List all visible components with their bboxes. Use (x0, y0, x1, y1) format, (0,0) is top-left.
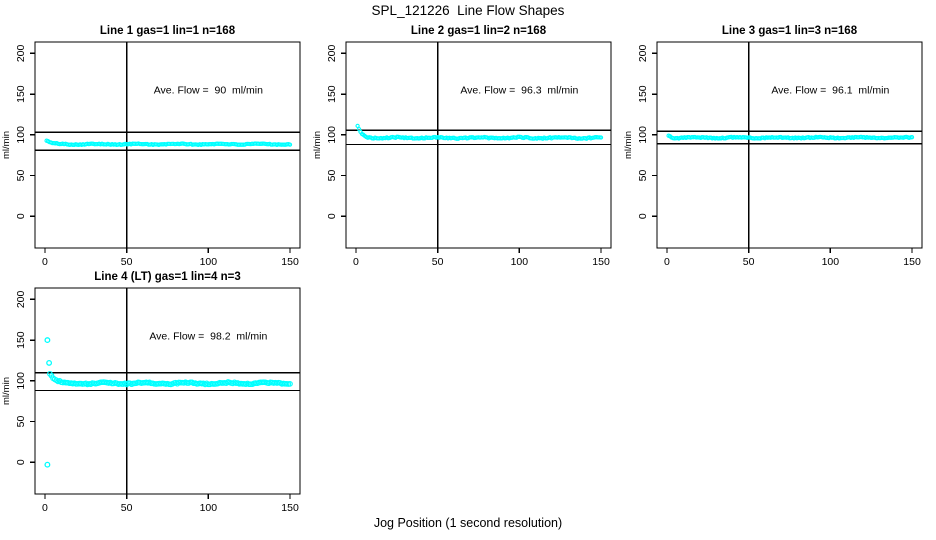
x-tick-label: 100 (511, 256, 529, 268)
y-tick-label: 150 (326, 85, 338, 103)
y-axis-label: ml/min (1, 131, 12, 159)
x-tick-label: 150 (281, 256, 299, 268)
panel-4: Line 4 (LT) gas=1 lin=4 n=3 0 50 100 150 0 50 1… (1, 271, 301, 514)
panel-title: Line 3 gas=1 lin=3 n=168 (722, 25, 858, 37)
plot-box (656, 41, 923, 249)
panel-title: Line 1 gas=1 lin=1 n=168 (100, 25, 236, 37)
y-tick-label: 100 (637, 126, 649, 144)
y-tick-label: 100 (15, 126, 27, 144)
x-tick-label: 50 (121, 502, 133, 514)
x-tick-label: 150 (903, 256, 921, 268)
y-tick-label: 150 (15, 85, 27, 103)
y-tick-label: 100 (15, 372, 27, 390)
ave-flow-annotation: Ave. Flow = 90 ml/min (154, 85, 263, 97)
y-tick-label: 200 (15, 44, 27, 62)
y-tick-label: 200 (15, 290, 27, 308)
x-tick-label: 50 (121, 256, 133, 268)
y-tick-label: 200 (637, 44, 649, 62)
panel-2: Line 2 gas=1 lin=2 n=168 0 50 100 150 0 50 100 1… (312, 25, 612, 268)
ave-flow-annotation: Ave. Flow = 96.3 ml/min (460, 85, 578, 97)
y-tick-label: 0 (15, 213, 27, 219)
ave-flow-annotation: Ave. Flow = 98.2 ml/min (149, 331, 267, 343)
data-point (355, 123, 360, 129)
x-axis-label: Jog Position (1 second resolution) (373, 516, 563, 530)
y-tick-label: 50 (15, 170, 27, 182)
plot-box (34, 41, 301, 249)
y-tick-label: 50 (637, 170, 649, 182)
x-tick-label: 50 (432, 256, 444, 268)
figure-title: SPL_121226 Line Flow Shapes (371, 3, 565, 18)
panel-title: Line 2 gas=1 lin=2 n=168 (411, 25, 547, 37)
x-tick-label: 150 (281, 502, 299, 514)
y-tick-label: 0 (15, 459, 27, 465)
x-tick-label: 0 (42, 502, 48, 514)
panel-3: Line 3 gas=1 lin=3 n=168 0 50 100 150 0 50 100 1… (623, 25, 923, 268)
data-points (355, 123, 604, 141)
data-point (598, 135, 604, 140)
y-axis-label: ml/min (1, 377, 12, 405)
y-tick-label: 100 (326, 126, 338, 144)
x-tick-label: 0 (664, 256, 670, 268)
outlier-point (46, 359, 53, 366)
data-points (44, 138, 293, 148)
x-tick-label: 100 (200, 502, 218, 514)
data-point (287, 381, 293, 387)
data-points (44, 337, 293, 468)
data-points (666, 133, 915, 141)
y-tick-label: 50 (326, 170, 338, 182)
outlier-point (44, 337, 51, 344)
data-point (287, 142, 293, 147)
y-tick-label: 0 (326, 213, 338, 219)
x-tick-label: 100 (200, 256, 218, 268)
ave-flow-annotation: Ave. Flow = 96.1 ml/min (771, 85, 889, 97)
y-axis-label: ml/min (623, 131, 634, 159)
outlier-point (44, 461, 51, 468)
x-tick-label: 0 (42, 256, 48, 268)
y-tick-label: 150 (637, 85, 649, 103)
y-tick-label: 150 (15, 331, 27, 349)
y-axis-label: ml/min (312, 131, 323, 159)
panel-title: Line 4 (LT) gas=1 lin=4 n=3 (94, 271, 240, 283)
x-tick-label: 50 (743, 256, 755, 268)
data-point (909, 135, 915, 140)
y-tick-label: 50 (15, 416, 27, 428)
x-tick-label: 150 (592, 256, 610, 268)
y-tick-label: 0 (637, 213, 649, 219)
x-tick-label: 100 (822, 256, 840, 268)
x-tick-label: 0 (353, 256, 359, 268)
y-tick-label: 200 (326, 44, 338, 62)
panel-1: Line 1 gas=1 lin=1 n=168 0 50 100 150 0 50 100 1… (1, 25, 301, 268)
